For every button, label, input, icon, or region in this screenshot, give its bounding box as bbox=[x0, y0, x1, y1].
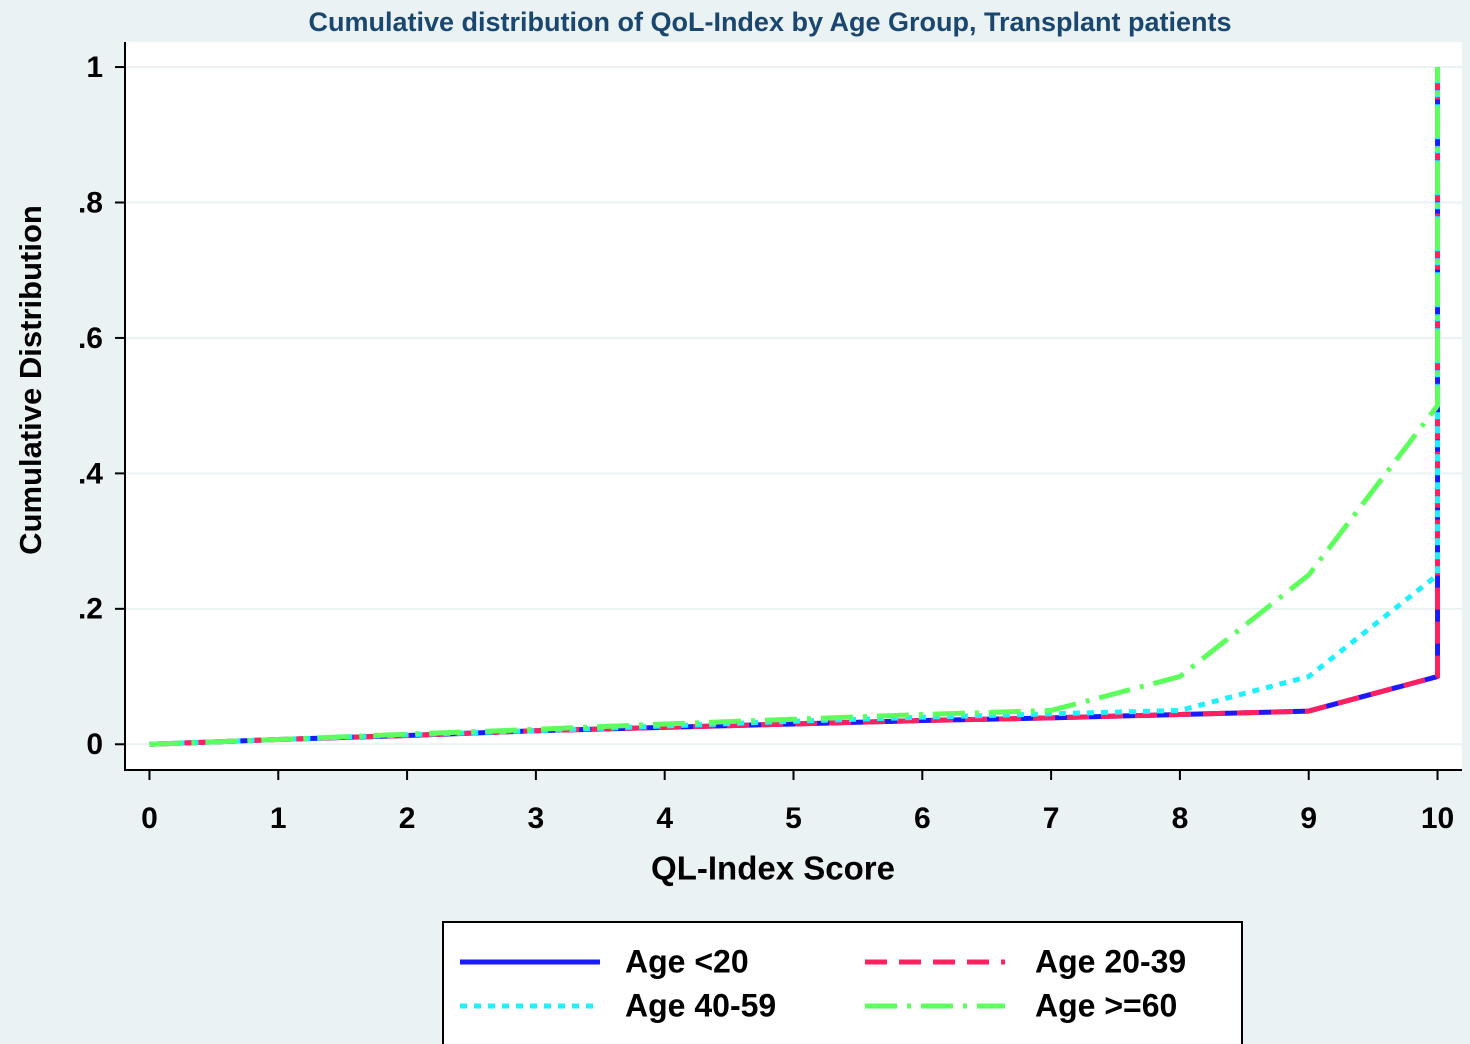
chart-title: Cumulative distribution of QoL-Index by … bbox=[308, 7, 1231, 37]
x-tick-label: 4 bbox=[656, 802, 673, 835]
x-tick-label: 3 bbox=[528, 802, 545, 835]
y-tick-label: 1 bbox=[86, 51, 103, 84]
series-line bbox=[149, 67, 1441, 747]
x-tick-label: 10 bbox=[1421, 802, 1454, 835]
x-tick-label: 6 bbox=[914, 802, 931, 835]
y-axis-label: Cumulative Distribution bbox=[13, 205, 48, 555]
x-tick-label: 8 bbox=[1172, 802, 1189, 835]
legend-label: Age 20-39 bbox=[1035, 943, 1186, 979]
x-tick-label: 7 bbox=[1043, 802, 1060, 835]
x-axis-label: QL-Index Score bbox=[651, 850, 895, 887]
x-tick-label: 9 bbox=[1300, 802, 1317, 835]
y-tick-label: .4 bbox=[78, 457, 103, 490]
legend-label: Age >=60 bbox=[1035, 987, 1177, 1023]
plot-area bbox=[125, 42, 1462, 770]
series-line bbox=[149, 67, 1441, 747]
legend-label: Age <20 bbox=[625, 943, 749, 979]
x-tick-label: 2 bbox=[399, 802, 416, 835]
legend-box bbox=[442, 921, 1243, 1044]
legend-label: Age 40-59 bbox=[625, 987, 776, 1023]
x-tick-label: 5 bbox=[785, 802, 802, 835]
y-tick-label: .6 bbox=[78, 322, 103, 355]
x-tick-label: 0 bbox=[141, 802, 158, 835]
y-tick-label: .8 bbox=[78, 186, 103, 219]
x-tick-label: 1 bbox=[270, 802, 287, 835]
y-tick-label: 0 bbox=[86, 728, 103, 761]
y-tick-label: .2 bbox=[78, 593, 103, 626]
